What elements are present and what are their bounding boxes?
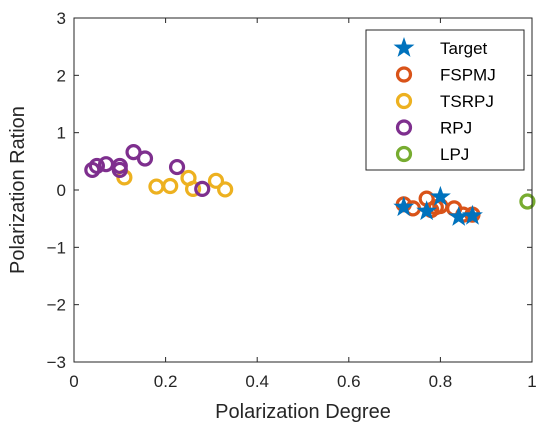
x-tick-label: 0.8 [429,372,453,391]
legend: Target FSPMJ TSRPJ RPJ LPJ [365,29,525,171]
tsrpj-point [148,178,165,195]
rpj-point [111,157,128,175]
y-tick-label: −2 [47,296,66,315]
x-tick-label: 0 [69,372,78,391]
rpj-point [88,157,106,175]
legend-marker-target [393,37,415,57]
x-tick-label: 0.4 [245,372,269,391]
x-axis-label: Polarization Degree [215,401,391,423]
legend-label-fspmj: FSPMJ [440,66,496,85]
rpj-point [168,158,186,176]
legend-marker-fspmj [395,66,413,83]
target-point [416,200,438,221]
x-tick-labels: 0 0.2 0.4 0.6 0.8 1 [69,372,536,391]
tsrpj-point [162,177,179,195]
tsrpj-point [184,180,202,197]
rpj-point [136,150,154,167]
legend-label-tsrpj: TSRPJ [440,92,494,111]
target-point [393,196,415,217]
legend-marker-rpj [395,119,413,136]
y-axis-label: Polarization Ration [7,106,29,274]
rpj-point [194,180,211,197]
legend-marker-tsrpj [395,92,413,110]
x-tick-label: 0.2 [154,372,178,391]
target-point [429,185,451,206]
legend-label-target: Target [440,39,488,58]
y-tick-label: −3 [47,353,66,372]
tsrpj-point [217,181,234,198]
legend-box [365,29,525,171]
legend-marker-lpj [395,145,413,163]
target-point [462,204,483,225]
legend-label-rpj: RPJ [440,119,472,138]
x-tick-label: 0.6 [337,372,361,391]
y-tick-label: 1 [57,124,66,143]
y-tick-label: 3 [57,9,66,28]
tsrpj-point [207,172,225,189]
legend-label-lpj: LPJ [440,145,469,164]
y-tick-label: 0 [57,181,66,200]
y-tick-label: 2 [57,66,66,85]
x-tick-label: 1 [527,372,536,391]
plot-area-border [73,17,533,363]
y-tick-label: −1 [47,238,66,257]
target-point [448,205,470,226]
data-points [84,144,536,226]
y-tick-labels: 3 2 1 0 −1 −2 −3 [47,9,66,372]
lpj-point [519,193,536,210]
